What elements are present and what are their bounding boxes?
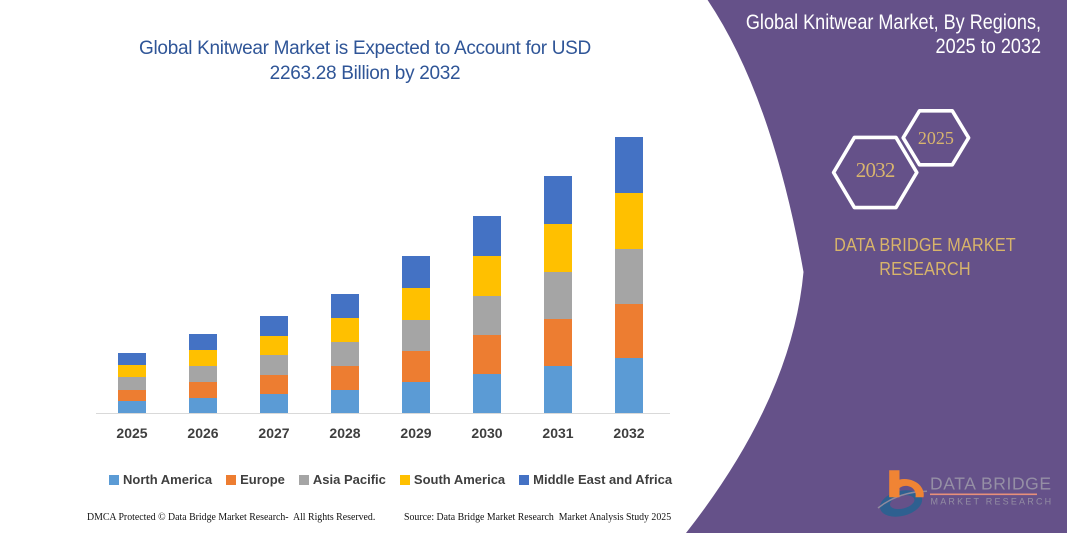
svg-text:MARKET RESEARCH: MARKET RESEARCH [931,496,1054,506]
svg-text:DATA BRIDGE: DATA BRIDGE [930,474,1052,494]
svg-text:2032: 2032 [856,158,895,182]
svg-text:2025: 2025 [918,128,954,148]
